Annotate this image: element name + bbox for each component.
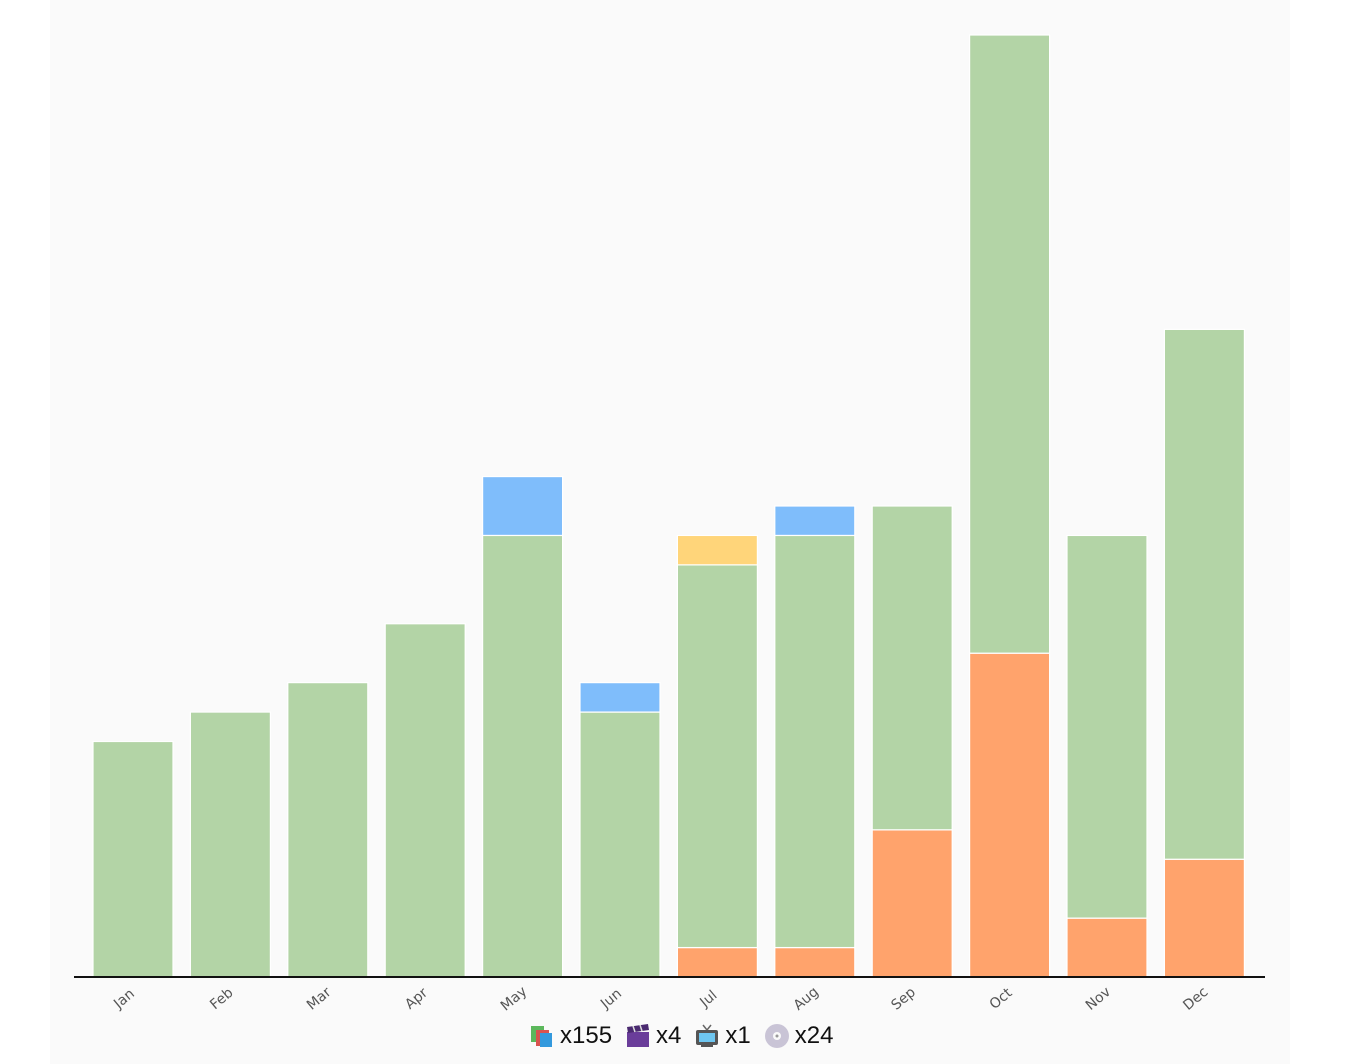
- tick-label-feb: Feb: [207, 985, 236, 1013]
- disc-icon: [764, 1024, 789, 1048]
- legend-item-movies: x4: [624, 1022, 681, 1050]
- legend-item-music: x24: [763, 1022, 834, 1050]
- bar-may-series-1: [482, 534, 564, 978]
- bar-feb-series-1: [189, 711, 271, 978]
- legend-label-music: x24: [794, 1022, 834, 1049]
- bar-oct-series-0: [968, 652, 1051, 978]
- bar-jan-series-1: [92, 740, 174, 978]
- bar-may-series-3: [482, 475, 564, 537]
- bar-jun-series-1: [579, 711, 661, 978]
- tick-label-apr: Apr: [402, 985, 431, 1013]
- tick-label-oct: Oct: [987, 985, 1016, 1013]
- bar-oct-series-1: [968, 34, 1051, 654]
- legend-label-tv: x1: [725, 1022, 751, 1049]
- bar-jun-series-3: [579, 682, 661, 713]
- tick-label-jan: Jan: [110, 986, 138, 1013]
- tick-label-nov: Nov: [1083, 984, 1114, 1014]
- tick-label-jul: Jul: [696, 987, 720, 1011]
- legend-item-tv: x1: [693, 1022, 751, 1050]
- tick-label-may: May: [498, 984, 530, 1015]
- x-tick-labels: Jan Feb Mar Apr May Jun Jul Aug Sep Oct Nov Dec: [110, 984, 1211, 1015]
- bars-group: [92, 34, 1246, 978]
- bar-nov-series-1: [1066, 534, 1148, 919]
- bar-dec-series-0: [1163, 858, 1246, 978]
- tick-label-jun: Jun: [597, 986, 625, 1013]
- tick-label-aug: Aug: [791, 984, 822, 1014]
- bar-jul-series-2: [676, 534, 759, 566]
- bar-sep-series-1: [871, 505, 953, 831]
- legend-label-movies: x4: [656, 1022, 682, 1049]
- bar-jul-series-0: [676, 946, 759, 978]
- bar-mar-series-1: [287, 682, 369, 978]
- tick-label-sep: Sep: [888, 984, 919, 1013]
- bar-apr-series-1: [384, 623, 466, 978]
- legend: x155 x4 x1 x24: [528, 1018, 833, 1054]
- tv-icon: [696, 1024, 719, 1047]
- legend-label-books: x155: [560, 1022, 613, 1049]
- tick-label-dec: Dec: [1180, 984, 1211, 1014]
- books-icon: [531, 1026, 552, 1047]
- bar-aug-series-1: [774, 534, 856, 949]
- tick-label-mar: Mar: [304, 984, 335, 1013]
- bar-dec-series-1: [1163, 328, 1246, 860]
- bar-sep-series-0: [871, 829, 953, 978]
- bar-aug-series-3: [774, 505, 856, 537]
- bar-aug-series-0: [774, 946, 856, 978]
- bar-nov-series-0: [1066, 917, 1148, 978]
- clapperboard-icon: [627, 1024, 650, 1047]
- bar-jul-series-1: [676, 564, 759, 949]
- legend-item-books: x155: [528, 1022, 612, 1050]
